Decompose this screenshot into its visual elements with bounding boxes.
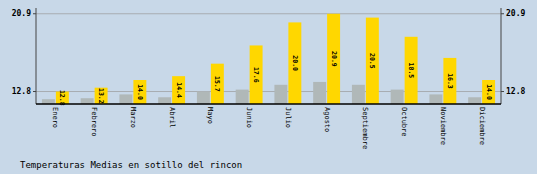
data-label: 20.5 [368, 53, 376, 69]
bars [42, 14, 495, 104]
bar [197, 92, 210, 104]
y-tick [33, 91, 36, 92]
x-tick-label: Abril [168, 107, 176, 128]
data-label: 16.3 [446, 73, 454, 89]
chart: 12.8 13.2 14.0 14.4 15.7 17.6 20.0 20.9 20.5 18.5… [0, 0, 537, 174]
data-label: 20.0 [291, 55, 299, 71]
x-tick-label: Marzo [129, 107, 137, 128]
bar [274, 85, 287, 104]
y2-tick [501, 91, 504, 92]
x-tick-label: Enero [51, 107, 59, 128]
data-label: 14.4 [175, 82, 183, 98]
data-label: 20.9 [330, 51, 338, 67]
bar [468, 97, 481, 104]
bar [405, 37, 418, 104]
x-tick-label: Septiembre [361, 107, 369, 149]
bar [429, 94, 442, 104]
y2-tick-label: 20.9 [506, 9, 525, 18]
x-tick-label: Julio [284, 107, 292, 128]
y-tick-label: 20.9 [12, 9, 31, 18]
bar [236, 90, 249, 104]
bar [81, 98, 94, 104]
bar [158, 97, 171, 104]
y-tick [33, 13, 36, 14]
bar [391, 90, 404, 104]
y-axis-line [36, 8, 37, 104]
bar [482, 80, 495, 104]
bar [95, 88, 108, 104]
bar [327, 14, 340, 104]
data-label: 14.0 [485, 84, 493, 100]
data-label: 14.0 [136, 84, 144, 100]
bar [211, 64, 224, 104]
x-tick-label: Junio [245, 107, 253, 128]
x-tick-label: Diciembre [478, 107, 486, 145]
title: Temperaturas Medias en sotillo del rinco… [20, 160, 242, 170]
x-tick-label: Noviembre [439, 107, 447, 145]
data-label: 18.5 [407, 63, 415, 79]
grid-line [36, 13, 501, 14]
bar [352, 85, 365, 104]
x-tick-label: Mayo [206, 107, 214, 124]
bar [119, 94, 132, 104]
x-axis-line [36, 103, 501, 105]
data-label: 17.6 [252, 67, 260, 83]
bar [250, 45, 263, 104]
background [0, 0, 537, 174]
data-label: 13.2 [97, 88, 105, 104]
x-tick-label: Octubre [400, 107, 408, 137]
y-tick-label: 12.8 [12, 87, 31, 96]
bar [172, 76, 185, 104]
data-label: 15.7 [213, 76, 221, 92]
bar [366, 18, 379, 104]
x-tick-label: Febrero [90, 107, 98, 137]
x-tick-label: Agosto [323, 107, 331, 132]
bar [288, 22, 301, 104]
y2-tick-label: 12.8 [506, 87, 525, 96]
bar [443, 58, 456, 104]
bar [133, 80, 146, 104]
y2-tick [501, 13, 504, 14]
bar [313, 82, 326, 104]
y2-axis-line [501, 8, 502, 104]
